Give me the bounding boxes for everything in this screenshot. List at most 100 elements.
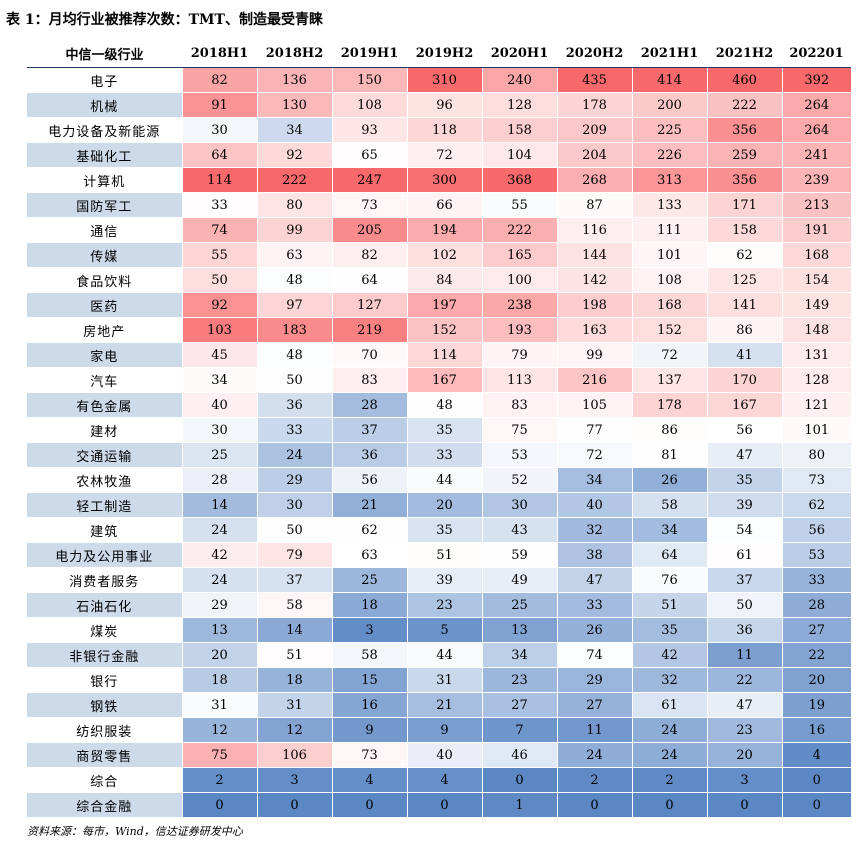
value-cell: 32 — [556, 517, 632, 543]
table-row: 电力设备及新能源 30 34 93 118 158 209 225 356 264 — [27, 117, 851, 143]
value-cell: 79 — [481, 342, 557, 368]
value-cell: 40 — [406, 742, 482, 768]
value-cell: 83 — [481, 392, 557, 418]
value-cell: 33 — [256, 417, 332, 443]
value-cell: 22 — [781, 642, 851, 668]
value-cell: 219 — [331, 317, 407, 343]
value-cell: 4 — [781, 742, 851, 768]
value-cell: 34 — [256, 117, 332, 143]
value-cell: 96 — [406, 92, 482, 118]
value-cell: 193 — [481, 317, 557, 343]
value-cell: 37 — [256, 567, 332, 593]
value-cell: 21 — [406, 692, 482, 718]
value-cell: 238 — [481, 292, 557, 318]
value-cell: 225 — [631, 117, 707, 143]
value-cell: 24 — [181, 567, 257, 593]
industry-name: 房地产 — [27, 317, 182, 343]
value-cell: 14 — [181, 492, 257, 518]
value-cell: 414 — [631, 67, 707, 93]
industry-name: 非银行金融 — [27, 642, 182, 668]
value-cell: 25 — [181, 442, 257, 468]
value-cell: 33 — [556, 592, 632, 618]
value-cell: 7 — [481, 717, 557, 743]
value-cell: 213 — [781, 192, 851, 218]
value-cell: 62 — [781, 492, 851, 518]
value-cell: 149 — [781, 292, 851, 318]
value-cell: 50 — [256, 367, 332, 393]
value-cell: 83 — [331, 367, 407, 393]
value-cell: 56 — [331, 467, 407, 493]
value-cell: 264 — [781, 92, 851, 118]
value-cell: 48 — [256, 342, 332, 368]
value-cell: 11 — [706, 642, 782, 668]
value-cell: 2 — [181, 767, 257, 793]
value-cell: 53 — [481, 442, 557, 468]
value-cell: 93 — [331, 117, 407, 143]
industry-name: 基础化工 — [27, 142, 182, 168]
value-cell: 75 — [481, 417, 557, 443]
value-cell: 37 — [331, 417, 407, 443]
value-cell: 25 — [331, 567, 407, 593]
value-cell: 35 — [406, 517, 482, 543]
value-cell: 200 — [631, 92, 707, 118]
value-cell: 82 — [331, 242, 407, 268]
table-row: 汽车 34 50 83 167 113 216 137 170 128 — [27, 367, 851, 393]
value-cell: 241 — [781, 142, 851, 168]
value-cell: 101 — [631, 242, 707, 268]
value-cell: 46 — [481, 742, 557, 768]
value-cell: 0 — [781, 767, 851, 793]
industry-name: 交通运输 — [27, 442, 182, 468]
value-cell: 222 — [481, 217, 557, 243]
table-row: 交通运输 25 24 36 33 53 72 81 47 80 — [27, 442, 851, 468]
industry-name: 石油石化 — [27, 592, 182, 618]
value-cell: 4 — [406, 767, 482, 793]
value-cell: 113 — [481, 367, 557, 393]
table-row: 非银行金融 20 51 58 44 34 74 42 11 22 — [27, 642, 851, 668]
value-cell: 21 — [331, 492, 407, 518]
value-cell: 108 — [331, 92, 407, 118]
value-cell: 47 — [706, 442, 782, 468]
value-cell: 142 — [556, 267, 632, 293]
industry-column-header: 中信一级行业 — [27, 40, 182, 68]
value-cell: 168 — [631, 292, 707, 318]
industry-name: 纺织服装 — [27, 717, 182, 743]
value-cell: 128 — [481, 92, 557, 118]
value-cell: 11 — [556, 717, 632, 743]
value-cell: 32 — [631, 667, 707, 693]
value-cell: 74 — [181, 217, 257, 243]
value-cell: 18 — [181, 667, 257, 693]
value-cell: 59 — [481, 542, 557, 568]
value-cell: 300 — [406, 167, 482, 193]
table-row: 通信 74 99 205 194 222 116 111 158 191 — [27, 217, 851, 243]
value-cell: 310 — [406, 67, 482, 93]
value-cell: 148 — [781, 317, 851, 343]
value-cell: 31 — [181, 692, 257, 718]
value-cell: 103 — [181, 317, 257, 343]
industry-name: 电子 — [27, 67, 182, 93]
value-cell: 3 — [331, 617, 407, 643]
value-cell: 197 — [406, 292, 482, 318]
value-cell: 50 — [181, 267, 257, 293]
value-cell: 268 — [556, 167, 632, 193]
value-cell: 18 — [256, 667, 332, 693]
value-cell: 25 — [481, 592, 557, 618]
value-cell: 30 — [256, 492, 332, 518]
value-cell: 23 — [406, 592, 482, 618]
value-cell: 198 — [556, 292, 632, 318]
industry-name: 汽车 — [27, 367, 182, 393]
value-cell: 53 — [781, 542, 851, 568]
value-cell: 27 — [781, 617, 851, 643]
value-cell: 42 — [181, 542, 257, 568]
industry-name: 医药 — [27, 292, 182, 318]
industry-name: 电力及公用事业 — [27, 542, 182, 568]
industry-name: 机械 — [27, 92, 182, 118]
value-cell: 111 — [631, 217, 707, 243]
value-cell: 50 — [256, 517, 332, 543]
value-cell: 91 — [181, 92, 257, 118]
industry-name: 轻工制造 — [27, 492, 182, 518]
value-cell: 20 — [706, 742, 782, 768]
industry-name: 农林牧渔 — [27, 467, 182, 493]
table-row: 纺织服装 12 12 9 9 7 11 24 23 16 — [27, 717, 851, 743]
value-cell: 64 — [181, 142, 257, 168]
value-cell: 23 — [481, 667, 557, 693]
